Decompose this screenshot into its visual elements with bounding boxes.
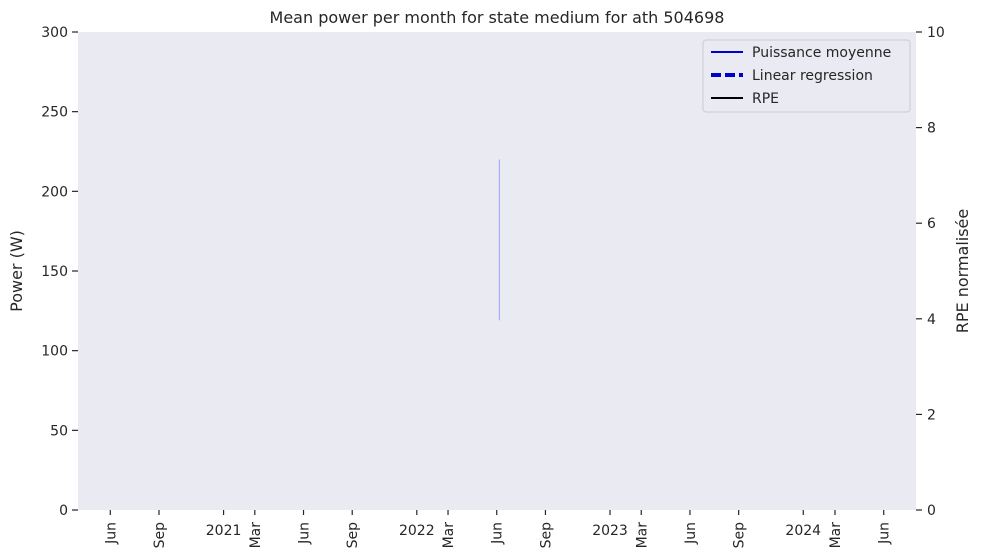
x-tick-label: Mar bbox=[828, 522, 844, 549]
y-left-tick-label: 0 bbox=[59, 503, 68, 519]
x-tick-label: Jun bbox=[683, 522, 699, 545]
y-right-tick-label: 10 bbox=[927, 25, 945, 41]
x-tick-label: Jun bbox=[103, 522, 119, 545]
legend-label: Puissance moyenne bbox=[752, 45, 891, 61]
legend: Puissance moyenne Linear regression RPE bbox=[702, 39, 911, 113]
y-right-tick-label: 0 bbox=[927, 503, 936, 519]
x-tick-label: 2022 bbox=[399, 523, 435, 539]
x-tick-label: Jun bbox=[297, 522, 313, 545]
y-right-tick-label: 6 bbox=[927, 216, 936, 232]
y-axis-left: 0 50 100 150 200 250 300 bbox=[41, 25, 78, 519]
x-axis: Jun Sep 2021 Mar Jun Sep 2022 Mar Jun Sep 2023 Mar J… bbox=[103, 510, 893, 549]
y-right-tick-label: 4 bbox=[927, 312, 936, 328]
x-tick-label: Mar bbox=[441, 522, 457, 549]
x-tick-label: Sep bbox=[732, 522, 748, 549]
y-axis-right: 0 2 4 6 8 10 bbox=[916, 25, 945, 519]
y-right-tick-label: 8 bbox=[927, 121, 936, 137]
x-tick-label: 2023 bbox=[592, 523, 628, 539]
legend-label: Linear regression bbox=[752, 68, 873, 84]
y-axis-label-right: RPE normalisée bbox=[953, 209, 972, 334]
y-left-tick-label: 300 bbox=[41, 25, 68, 41]
x-tick-label: Mar bbox=[248, 522, 264, 549]
y-left-tick-label: 200 bbox=[41, 184, 68, 200]
y-left-tick-label: 50 bbox=[50, 423, 68, 439]
y-left-tick-label: 250 bbox=[41, 105, 68, 121]
x-tick-label: Jun bbox=[877, 522, 893, 545]
x-tick-label: Mar bbox=[634, 522, 650, 549]
x-tick-label: 2021 bbox=[206, 523, 242, 539]
x-tick-label: Sep bbox=[538, 522, 554, 549]
y-right-tick-label: 2 bbox=[927, 407, 936, 423]
x-tick-label: 2024 bbox=[785, 523, 821, 539]
legend-label: RPE bbox=[752, 91, 779, 107]
legend-box bbox=[702, 39, 911, 113]
x-tick-label: Jun bbox=[490, 522, 506, 545]
chart-title: Mean power per month for state medium fo… bbox=[270, 8, 725, 27]
x-tick-label: Sep bbox=[152, 522, 168, 549]
y-left-tick-label: 150 bbox=[41, 264, 68, 280]
y-left-tick-label: 100 bbox=[41, 344, 68, 360]
x-tick-label: Sep bbox=[345, 522, 361, 549]
y-axis-label-left: Power (W) bbox=[7, 230, 26, 312]
